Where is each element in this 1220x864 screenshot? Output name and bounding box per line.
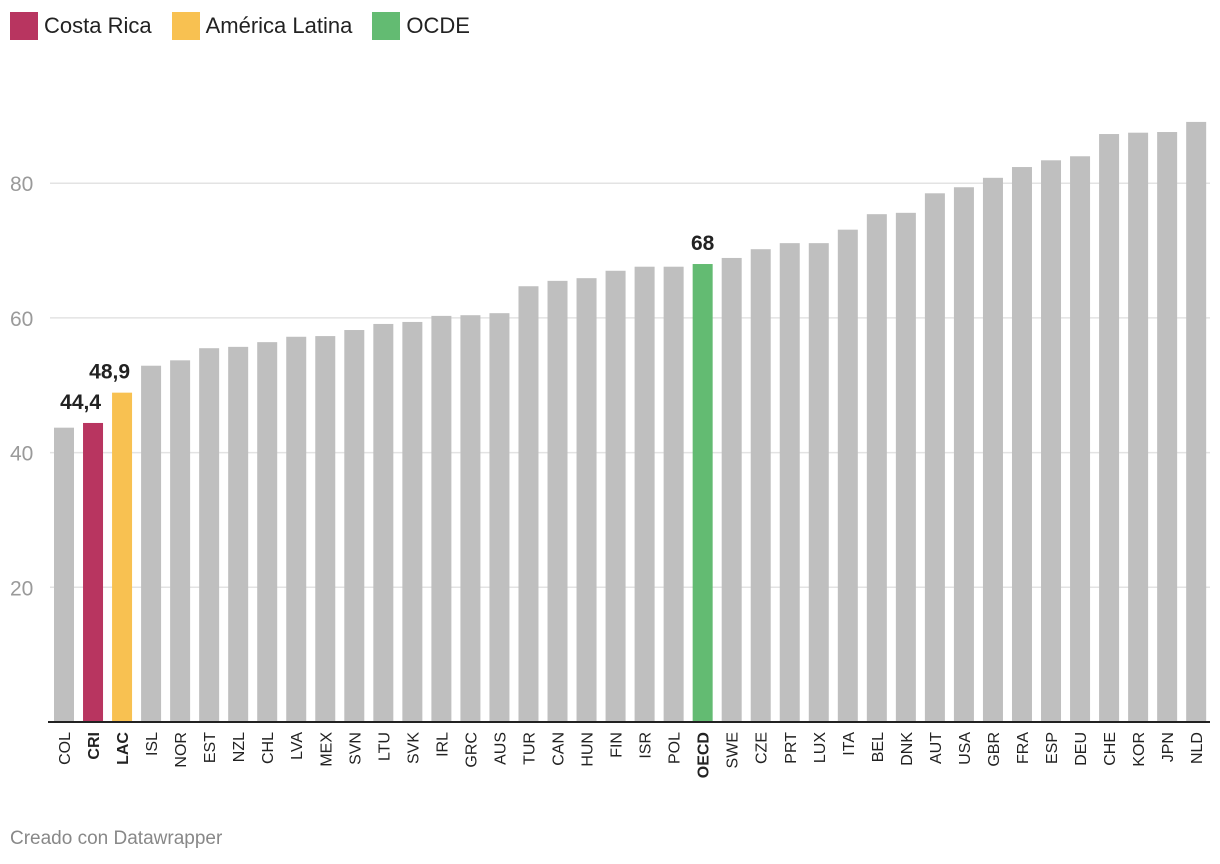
x-tick-label: POL [667, 732, 684, 764]
bar-svn [344, 330, 365, 722]
bar-tur [518, 286, 539, 722]
data-label-oecd: 68 [691, 232, 715, 255]
bar-bel [866, 214, 887, 722]
y-tick-label: 20 [10, 577, 33, 600]
x-tick-label: LVA [289, 732, 306, 760]
bar-nor [170, 360, 191, 722]
x-tick-label: TUR [521, 732, 538, 765]
x-tick-label: ISL [144, 732, 161, 756]
x-tick-label: FIN [609, 732, 626, 758]
x-tick-label: LAC [115, 732, 132, 765]
x-tick-label: ISR [638, 732, 655, 759]
data-label-cri: 44,4 [60, 391, 101, 414]
bar-gbr [982, 177, 1003, 722]
bar-cze [750, 249, 771, 722]
y-tick-label: 60 [10, 308, 33, 331]
x-tick-label: MEX [318, 732, 335, 767]
bar-grc [460, 315, 481, 722]
x-tick-label: DNK [899, 732, 916, 766]
bar-che [1099, 134, 1120, 723]
y-tick-label: 80 [10, 173, 33, 196]
bar-aut [924, 193, 945, 723]
bar-col [54, 427, 74, 722]
bar-svk [402, 321, 423, 722]
x-tick-label: CHL [260, 732, 277, 764]
bar-usa [953, 187, 974, 723]
x-tick-label: OECD [696, 732, 713, 778]
x-tick-label: IRL [434, 732, 451, 757]
x-tick-label: KOR [1131, 732, 1148, 767]
bar-aus [489, 313, 510, 722]
bar-est [199, 348, 220, 722]
bar-dnk [895, 212, 916, 723]
x-tick-label: LTU [376, 732, 393, 761]
bar-esp [1041, 160, 1062, 722]
x-tick-label: BEL [870, 732, 887, 762]
bar-lva [286, 336, 307, 722]
legend-swatch [372, 12, 401, 40]
x-tick-label: CAN [551, 732, 568, 766]
x-tick-label: AUT [928, 732, 945, 764]
x-tick-label: GRC [463, 732, 480, 768]
legend-label: OCDE [406, 13, 470, 38]
x-tick-label: CRI [86, 732, 103, 760]
legend-item-america-latina: América Latina [171, 12, 353, 40]
x-tick-label: SVK [405, 732, 422, 764]
bar-hun [576, 278, 597, 722]
x-tick-label: CZE [754, 732, 771, 764]
bar-jpn [1157, 132, 1178, 722]
x-tick-label: LUX [812, 732, 829, 763]
x-tick-label: EST [202, 732, 219, 763]
data-label-lac: 48,9 [89, 361, 130, 384]
bar-swe [721, 257, 742, 722]
x-tick-label: COL [57, 732, 74, 765]
x-tick-label: ITA [841, 732, 858, 756]
x-tick-label: DEU [1073, 732, 1090, 766]
x-tick-label: SWE [725, 732, 742, 768]
x-tick-label: FRA [1015, 732, 1032, 764]
x-tick-label: NZL [231, 732, 248, 762]
bar-nzl [228, 346, 249, 722]
footer-credit: Creado con Datawrapper [10, 828, 223, 849]
x-tick-label: JPN [1160, 732, 1177, 762]
x-tick-label: HUN [580, 732, 597, 767]
bar-kor [1128, 132, 1149, 722]
bar-irl [431, 315, 452, 722]
bar-chl [257, 342, 278, 722]
x-tick-label: NOR [173, 732, 190, 768]
x-tick-label: AUS [492, 732, 509, 765]
x-tick-label: PRT [783, 732, 800, 764]
bar-cri [83, 422, 104, 722]
bar-isr [634, 266, 655, 722]
bar-deu [1070, 156, 1091, 722]
legend-swatch [10, 12, 38, 40]
bar-lux [808, 243, 829, 723]
bar-ita [837, 229, 858, 722]
bar-oecd [692, 264, 713, 722]
legend-label: Costa Rica [44, 13, 152, 38]
legend-item-costa-rica: Costa Rica [10, 12, 152, 40]
y-tick-label: 40 [10, 443, 33, 466]
legend: Costa Rica América Latina OCDE [10, 12, 470, 40]
bar-nld [1186, 121, 1207, 722]
bar-ltu [373, 323, 394, 722]
bar-fra [1011, 167, 1032, 722]
legend-item-ocde: OCDE [372, 12, 470, 40]
bar-prt [779, 243, 800, 723]
x-tick-label: GBR [986, 732, 1003, 767]
bar-lac [112, 392, 133, 722]
x-tick-label: ESP [1044, 732, 1061, 764]
legend-label: América Latina [205, 13, 353, 38]
x-tick-label: USA [957, 732, 974, 765]
bar-pol [663, 266, 684, 722]
bar-can [547, 280, 568, 722]
x-tick-label: SVN [347, 732, 364, 765]
bar-mex [315, 336, 336, 722]
bar-fin [605, 270, 626, 722]
x-tick-label: NLD [1189, 732, 1206, 764]
x-tick-label: CHE [1102, 732, 1119, 766]
bar-isl [141, 365, 162, 722]
legend-swatch [171, 12, 200, 40]
